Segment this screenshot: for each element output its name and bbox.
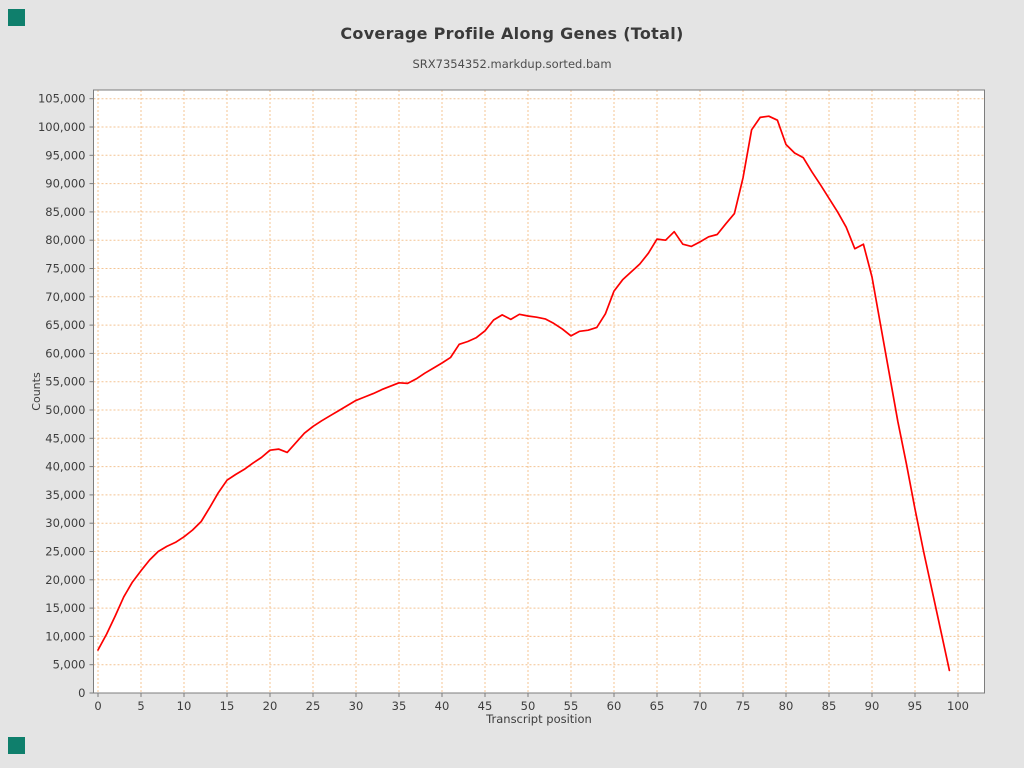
y-tick-label: 40,000 [45, 460, 85, 474]
x-tick-label: 45 [478, 699, 493, 713]
y-tick-label: 45,000 [45, 431, 85, 445]
y-tick-label: 25,000 [45, 545, 85, 559]
plot-area [93, 90, 985, 693]
x-tick-label: 65 [650, 699, 665, 713]
x-tick-label: 55 [564, 699, 579, 713]
corner-marker-bottom-icon [8, 737, 25, 754]
x-tick-label: 15 [220, 699, 235, 713]
y-tick-label: 100,000 [38, 120, 86, 134]
x-tick-label: 100 [947, 699, 969, 713]
chart-title: Coverage Profile Along Genes (Total) [340, 24, 684, 43]
x-tick-label: 95 [908, 699, 923, 713]
y-tick-label: 80,000 [45, 233, 85, 247]
x-tick-label: 85 [822, 699, 837, 713]
y-tick-label: 35,000 [45, 488, 85, 502]
y-tick-label: 15,000 [45, 601, 85, 615]
y-tick-label: 50,000 [45, 403, 85, 417]
y-tick-label: 85,000 [45, 205, 85, 219]
x-tick-label: 0 [94, 699, 101, 713]
y-tick-label: 30,000 [45, 516, 85, 530]
x-tick-label: 70 [693, 699, 708, 713]
x-tick-label: 10 [177, 699, 192, 713]
corner-marker-top-icon [8, 9, 25, 26]
x-tick-label: 50 [521, 699, 536, 713]
coverage-line [97, 115, 951, 672]
y-tick-label: 20,000 [45, 573, 85, 587]
x-tick-label: 80 [779, 699, 794, 713]
y-axis-label: Counts [30, 372, 43, 411]
x-tick-label: 5 [137, 699, 144, 713]
y-tick-label: 70,000 [45, 290, 85, 304]
x-tick-label: 30 [349, 699, 364, 713]
y-tick-label: 105,000 [38, 92, 86, 106]
y-tick-label: 60,000 [45, 346, 85, 360]
y-tick-label: 55,000 [45, 375, 85, 389]
y-tick-label: 95,000 [45, 148, 85, 162]
y-tick-label: 65,000 [45, 318, 85, 332]
y-tick-label: 90,000 [45, 177, 85, 191]
x-tick-label: 60 [607, 699, 622, 713]
plot-frame [93, 89, 985, 694]
x-tick-label: 20 [263, 699, 278, 713]
y-tick-label: 75,000 [45, 262, 85, 276]
x-tick-label: 35 [392, 699, 407, 713]
chart-subtitle: SRX7354352.markdup.sorted.bam [412, 57, 612, 71]
y-tick-label: 10,000 [45, 629, 85, 643]
y-tick-label: 0 [78, 686, 85, 700]
x-tick-label: 40 [435, 699, 450, 713]
x-tick-label: 25 [306, 699, 321, 713]
x-tick-label: 90 [865, 699, 880, 713]
y-tick-label: 5,000 [53, 658, 86, 672]
x-tick-label: 75 [736, 699, 751, 713]
x-axis-label: Transcript position [486, 712, 592, 726]
